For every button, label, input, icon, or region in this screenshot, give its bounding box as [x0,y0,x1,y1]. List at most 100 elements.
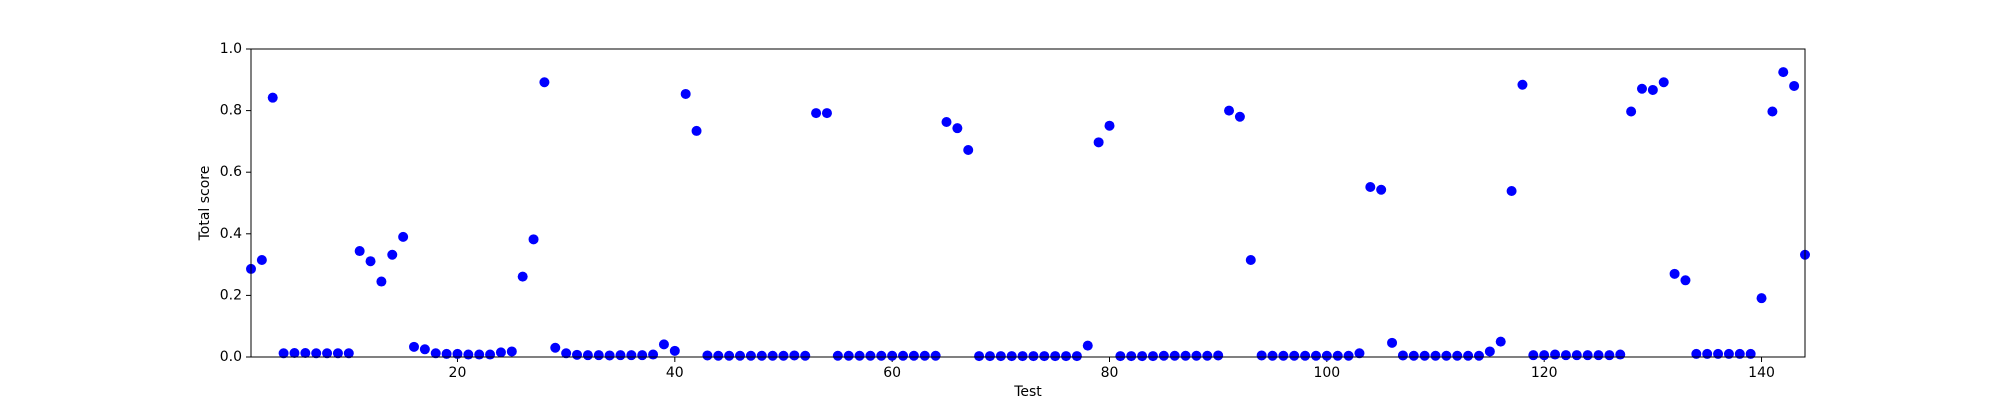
point [517,271,528,282]
point [311,348,322,359]
point [409,341,420,352]
point [1408,350,1419,361]
point [1191,350,1202,361]
y-tick-label: 1.0 [220,41,242,57]
point [463,349,474,360]
point [1593,350,1604,361]
point [648,349,659,360]
point [1093,137,1104,148]
point [637,350,648,361]
x-tick-label: 140 [1748,365,1775,381]
point [1560,350,1571,361]
point [735,350,746,361]
point [756,350,767,361]
point [1126,351,1137,362]
point [1604,350,1615,361]
point [811,108,822,119]
point [778,350,789,361]
point [1789,80,1800,91]
point [800,350,811,361]
point [256,254,267,265]
point [702,350,713,361]
point [1680,275,1691,286]
point [1202,350,1213,361]
point [691,125,702,136]
point [745,350,756,361]
point [1713,348,1724,359]
point [1245,254,1256,265]
point [1528,350,1539,361]
point [365,256,376,267]
y-tick-label: 0.2 [220,287,242,303]
point [1234,111,1245,122]
point [1289,350,1300,361]
point [1615,349,1626,360]
point [1115,351,1126,362]
point [1571,350,1582,361]
point [974,351,985,362]
point [1017,351,1028,362]
point [1463,350,1474,361]
x-tick-label: 40 [666,365,684,381]
point [1169,350,1180,361]
point [1495,336,1506,347]
point [626,350,637,361]
point [887,350,898,361]
point [528,234,539,245]
point [1506,185,1517,196]
point [1691,348,1702,359]
point [1397,350,1408,361]
point [1582,350,1593,361]
point [1147,351,1158,362]
x-tick-label: 120 [1531,365,1558,381]
point [1050,351,1061,362]
point [1626,106,1637,117]
point [387,249,398,260]
point [713,350,724,361]
point [561,348,572,359]
point [789,350,800,361]
point [495,347,506,358]
point [1767,106,1778,117]
point [680,88,691,99]
x-tick-label: 80 [1101,365,1119,381]
point [1419,350,1430,361]
y-tick-label: 0.0 [220,349,242,365]
point [1082,340,1093,351]
point [919,350,930,361]
point [343,348,354,359]
point [398,231,409,242]
point [267,92,278,103]
point [876,350,887,361]
point [1343,350,1354,361]
point [1267,350,1278,361]
point [821,108,832,119]
point [1647,84,1658,95]
point [593,350,604,361]
point [1300,350,1311,361]
point [1158,350,1169,361]
point [1213,350,1224,361]
point [832,350,843,361]
point [1354,348,1365,359]
point [474,349,485,360]
y-axis-label: Total score [197,166,213,242]
x-axis-label: Test [1013,384,1042,400]
point [332,348,343,359]
point [1137,351,1148,362]
point [1256,350,1267,361]
point [1517,79,1528,90]
point [854,350,865,361]
x-tick-label: 60 [883,365,901,381]
point [767,350,778,361]
point [1006,351,1017,362]
point [1061,351,1072,362]
point [582,350,593,361]
point [1745,348,1756,359]
point [898,350,909,361]
point [354,246,365,257]
point [278,348,289,359]
plot-frame [250,48,1806,358]
point [995,351,1006,362]
